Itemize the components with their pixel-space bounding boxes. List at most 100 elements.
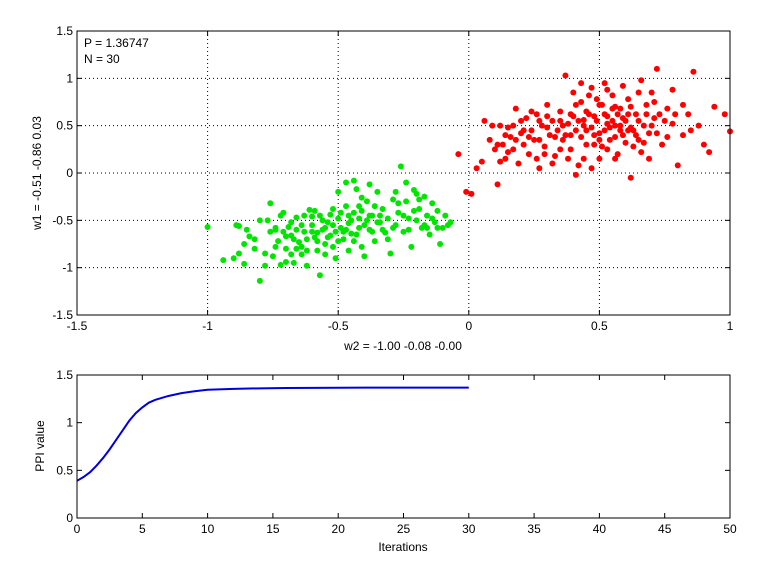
scatter-point bbox=[387, 250, 394, 257]
green-cluster-series bbox=[204, 163, 454, 284]
scatter-point bbox=[267, 200, 274, 207]
scatter-point bbox=[230, 255, 237, 262]
scatter-point bbox=[536, 117, 543, 124]
scatter-point bbox=[371, 203, 378, 210]
scatter-point bbox=[298, 222, 305, 229]
scatter-point bbox=[269, 253, 276, 260]
scatter-point bbox=[343, 226, 350, 233]
scatter-point bbox=[588, 165, 595, 172]
scatter-points bbox=[204, 65, 733, 284]
scatter-axes: -1.5 -1 -0.5 0 0.5 1 -1.5 -1 -0.5 0 0.5 1 1.5 P = 1.… bbox=[30, 24, 734, 353]
scatter-point bbox=[335, 215, 342, 222]
scatter-point bbox=[601, 127, 608, 134]
x-tick-label: 40 bbox=[593, 522, 607, 536]
scatter-point bbox=[408, 243, 415, 250]
x-tick-label: -0.5 bbox=[328, 319, 349, 333]
scatter-point bbox=[567, 111, 574, 118]
x-tick-label: 10 bbox=[201, 522, 215, 536]
scatter-point bbox=[638, 77, 645, 84]
scatter-point bbox=[531, 136, 538, 143]
scatter-point bbox=[251, 245, 258, 252]
scatter-point bbox=[504, 149, 511, 156]
scatter-point bbox=[499, 141, 506, 148]
scatter-point bbox=[520, 127, 527, 134]
scatter-point bbox=[288, 251, 295, 258]
scatter-point bbox=[275, 238, 282, 245]
scatter-point bbox=[353, 186, 360, 193]
scatter-point bbox=[243, 226, 250, 233]
line-x-axis-label: Iterations bbox=[378, 540, 427, 554]
scatter-point bbox=[316, 212, 323, 219]
scatter-point bbox=[580, 155, 587, 162]
scatter-point bbox=[429, 215, 436, 222]
scatter-point bbox=[405, 215, 412, 222]
scatter-point bbox=[557, 146, 564, 153]
scatter-point bbox=[609, 105, 616, 112]
y-tick-label: 0 bbox=[66, 166, 73, 180]
scatter-point bbox=[557, 108, 564, 115]
scatter-y-axis-label: w1 = -0.51 -0.86 0.03 bbox=[30, 116, 44, 231]
scatter-point bbox=[706, 149, 713, 156]
scatter-point bbox=[282, 258, 289, 265]
scatter-point bbox=[416, 205, 423, 212]
y-tick-label: -1 bbox=[62, 261, 73, 275]
scatter-point bbox=[246, 233, 253, 240]
scatter-point bbox=[447, 219, 454, 226]
scatter-point bbox=[578, 99, 585, 105]
scatter-point bbox=[700, 141, 707, 148]
x-tick-label: 45 bbox=[658, 522, 672, 536]
scatter-point bbox=[251, 236, 258, 243]
scatter-point bbox=[541, 151, 548, 158]
scatter-point bbox=[277, 261, 284, 268]
scatter-point bbox=[363, 217, 370, 224]
scatter-point bbox=[322, 241, 329, 247]
scatter-point bbox=[567, 132, 574, 139]
scatter-point bbox=[625, 127, 632, 134]
scatter-point bbox=[653, 65, 660, 72]
scatter-point bbox=[262, 250, 269, 257]
scatter-point bbox=[374, 219, 381, 226]
scatter-point bbox=[298, 251, 305, 258]
scatter-point bbox=[525, 151, 532, 158]
x-tick-label: 35 bbox=[527, 522, 541, 536]
scatter-point bbox=[578, 80, 585, 87]
scatter-point bbox=[614, 151, 621, 158]
scatter-point bbox=[632, 132, 639, 139]
scatter-point bbox=[311, 207, 318, 214]
scatter-x-axis-label: w2 = -1.00 -0.08 -0.00 bbox=[343, 339, 462, 353]
scatter-point bbox=[711, 103, 718, 110]
scatter-ticks: -1.5 -1 -0.5 0 0.5 1 -1.5 -1 -0.5 0 0.5 1 1.5 bbox=[52, 24, 733, 333]
scatter-point bbox=[442, 212, 449, 219]
scatter-point bbox=[664, 134, 671, 141]
y-tick-label: 0.5 bbox=[56, 119, 73, 133]
scatter-point bbox=[523, 115, 530, 122]
scatter-point bbox=[630, 143, 637, 150]
scatter-point bbox=[614, 111, 621, 118]
scatter-point bbox=[282, 245, 289, 252]
scatter-point bbox=[350, 209, 357, 216]
x-tick-label: 20 bbox=[332, 522, 346, 536]
scatter-point bbox=[596, 130, 603, 137]
scatter-point bbox=[424, 212, 431, 219]
scatter-point bbox=[580, 122, 587, 129]
scatter-point bbox=[507, 134, 514, 141]
scatter-point bbox=[220, 257, 227, 264]
x-tick-label: 1 bbox=[727, 319, 734, 333]
line-y-axis-label: PPI value bbox=[33, 420, 47, 472]
scatter-point bbox=[296, 239, 303, 246]
scatter-point bbox=[544, 101, 551, 108]
scatter-point bbox=[583, 127, 590, 134]
scatter-point bbox=[366, 212, 373, 219]
scatter-point bbox=[502, 132, 509, 139]
scatter-point bbox=[455, 151, 462, 158]
scatter-point bbox=[612, 134, 619, 141]
scatter-point bbox=[316, 272, 323, 279]
scatter-point bbox=[264, 217, 271, 224]
scatter-point bbox=[358, 194, 365, 201]
scatter-point bbox=[591, 132, 598, 139]
scatter-point bbox=[329, 243, 336, 250]
x-tick-label: 30 bbox=[462, 522, 476, 536]
annotation-p-value: P = 1.36747 bbox=[84, 36, 149, 50]
scatter-point bbox=[340, 236, 347, 243]
